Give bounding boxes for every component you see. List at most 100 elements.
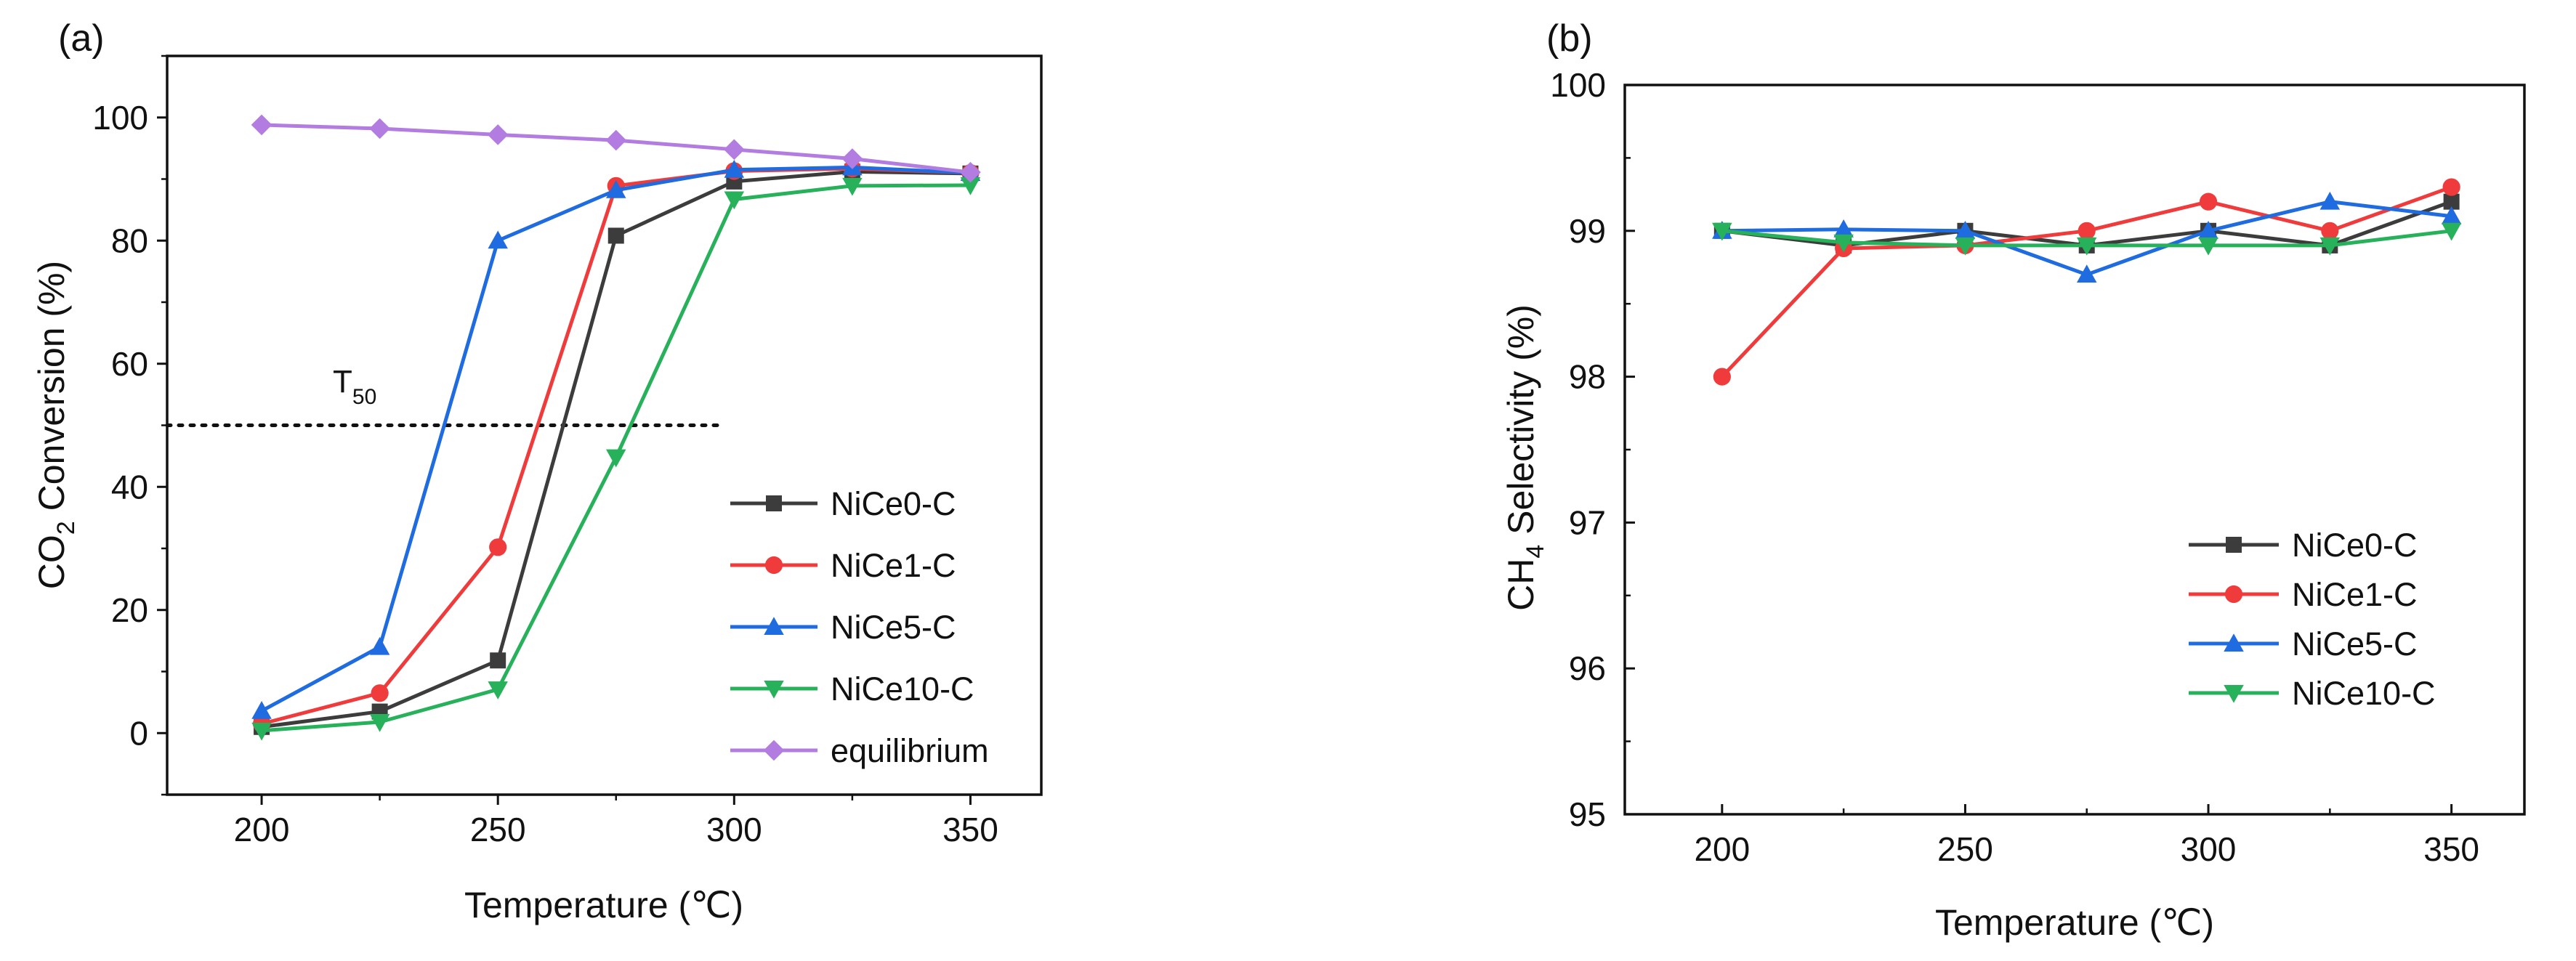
- panel-a-legend: NiCe0-C NiCe1-C NiCe5-C NiCe10-C equilibrium: [730, 485, 989, 769]
- data-point-nice10-c: [369, 713, 390, 732]
- legend-label: NiCe1-C: [831, 547, 956, 584]
- y-tick-label: 0: [129, 714, 148, 752]
- data-point-nice5-c: [2198, 221, 2218, 239]
- data-point-equilibrium: [369, 118, 390, 139]
- data-point-nice5-c: [369, 636, 390, 655]
- data-point-nice1-c: [2078, 222, 2096, 240]
- x-tick-label: 200: [1694, 830, 1750, 868]
- data-point-nice1-c: [2199, 192, 2218, 211]
- data-point-nice5-c: [1833, 219, 1854, 238]
- data-point-nice5-c: [606, 180, 626, 198]
- panel-b-y-axis-title-rest: Selectivity (%): [1501, 304, 1541, 545]
- legend-label: NiCe10-C: [2292, 675, 2436, 712]
- data-point-nice10-c: [2319, 237, 2341, 256]
- series-nice10-c: [1712, 222, 2462, 256]
- legend-swatch-marker: [764, 556, 783, 575]
- legend-swatch-marker: [2224, 633, 2244, 652]
- x-tick-label: 350: [942, 811, 998, 848]
- data-point-nice10-c: [2198, 237, 2218, 256]
- legend-item-nice10-c: NiCe10-C: [2189, 675, 2436, 712]
- panel-b-y-axis-title: CH4 Selectivity (%): [1501, 304, 1549, 611]
- legend-item-nice5-c: NiCe5-C: [730, 609, 956, 646]
- legend-label: equilibrium: [831, 732, 989, 769]
- data-point-nice10-c: [251, 722, 272, 741]
- legend-item-nice0-c: NiCe0-C: [2189, 527, 2418, 564]
- panel-a-y-axis-title-main: CO: [31, 535, 72, 589]
- data-point-nice5-c: [1955, 221, 1976, 239]
- data-point-equilibrium: [251, 114, 272, 136]
- data-point-nice5-c: [2319, 191, 2341, 210]
- data-point-equilibrium: [841, 148, 863, 169]
- y-tick-label: 100: [1550, 66, 1606, 104]
- panel-a-y-axis-title-subscript: 2: [52, 521, 80, 535]
- data-point-nice10-c: [606, 449, 626, 468]
- data-point-nice1-c: [2442, 178, 2460, 196]
- legend-swatch-marker: [764, 617, 784, 635]
- y-tick-label: 100: [92, 99, 148, 137]
- x-tick-label: 350: [2423, 830, 2479, 868]
- data-point-nice10-c: [1712, 222, 1732, 241]
- series-nice0-c: [254, 163, 979, 735]
- legend-item-equilibrium: equilibrium: [730, 732, 989, 769]
- t50-annotation-main: T: [333, 364, 352, 400]
- legend-item-nice10-c: NiCe10-C: [730, 670, 974, 707]
- data-point-nice10-c: [2441, 222, 2462, 241]
- t50-annotation: T50: [333, 364, 376, 409]
- data-point-nice10-c: [488, 681, 508, 700]
- legend-swatch-marker: [2224, 585, 2243, 604]
- data-point-nice1-c: [371, 684, 389, 702]
- x-tick-label: 250: [1937, 830, 1993, 868]
- y-tick-label: 95: [1569, 795, 1606, 833]
- x-tick-label: 250: [470, 811, 526, 848]
- x-tick-label: 300: [706, 811, 762, 848]
- y-tick-label: 97: [1569, 503, 1606, 541]
- legend-item-nice0-c: NiCe0-C: [730, 485, 956, 522]
- panel-b-x-axis-title: Temperature (℃): [1935, 902, 2214, 943]
- panel-b-ticks: 200 250 300 350 95 96 97 98 99 100: [1550, 66, 2479, 868]
- series-nice10-c: [251, 177, 981, 741]
- panel-a-series: [251, 114, 981, 741]
- data-point-equilibrium: [960, 161, 981, 183]
- panel-b-y-axis-title-main: CH: [1501, 559, 1541, 611]
- y-tick-label: 80: [111, 222, 148, 259]
- y-tick-label: 40: [111, 468, 148, 506]
- data-point-nice10-c: [2076, 237, 2097, 256]
- legend-label: NiCe10-C: [831, 670, 974, 707]
- y-tick-label: 60: [111, 345, 148, 383]
- data-point-nice10-c: [1955, 237, 1976, 256]
- data-point-equilibrium: [605, 129, 627, 151]
- data-point-nice5-c: [488, 230, 508, 249]
- legend-item-nice5-c: NiCe5-C: [2189, 625, 2418, 662]
- y-tick-label: 96: [1569, 649, 1606, 687]
- panel-a-label: (a): [58, 17, 105, 60]
- legend-label: NiCe1-C: [2292, 576, 2418, 613]
- legend-swatch-marker: [2224, 685, 2244, 703]
- legend-item-nice1-c: NiCe1-C: [2189, 576, 2418, 613]
- panel-b-series: [1712, 178, 2462, 386]
- panel-a-ticks: 200 250 300 350 0 20 40 60 80 100: [92, 54, 998, 848]
- data-point-nice5-c: [251, 700, 272, 719]
- legend-label: NiCe0-C: [2292, 527, 2418, 564]
- legend-swatch-marker: [766, 495, 782, 511]
- data-point-nice0-c: [2443, 193, 2460, 210]
- panel-b-label: (b): [1546, 17, 1593, 60]
- panel-a-x-axis-title: Temperature (℃): [464, 885, 743, 925]
- y-tick-label: 99: [1569, 212, 1606, 250]
- legend-swatch-marker: [2226, 537, 2242, 553]
- y-tick-label: 98: [1569, 358, 1606, 396]
- legend-item-nice1-c: NiCe1-C: [730, 547, 956, 584]
- data-point-nice1-c: [1713, 368, 1731, 386]
- legend-label: NiCe5-C: [2292, 625, 2418, 662]
- data-point-nice10-c: [842, 177, 863, 196]
- data-point-equilibrium: [724, 139, 745, 161]
- panel-a-y-axis-title-rest: Conversion (%): [31, 261, 72, 521]
- data-point-nice10-c: [1833, 234, 1854, 253]
- series-nice1-c: [252, 159, 980, 733]
- data-point-nice1-c: [2321, 222, 2339, 240]
- data-point-nice5-c: [724, 160, 745, 178]
- data-point-nice5-c: [2076, 264, 2097, 283]
- panel-b-legend: NiCe0-C NiCe1-C NiCe5-C NiCe10-C: [2189, 527, 2436, 712]
- data-point-nice5-c: [2441, 206, 2462, 224]
